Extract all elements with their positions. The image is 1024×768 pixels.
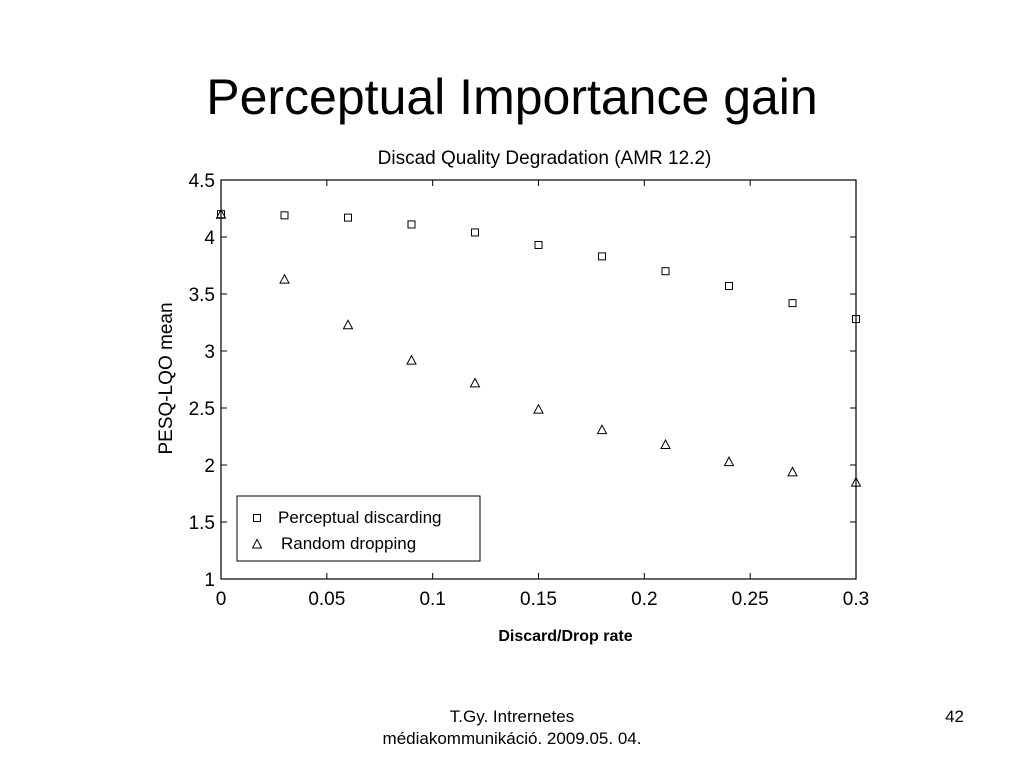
random-point xyxy=(723,456,735,467)
x-tick-label: 0.2 xyxy=(631,589,657,610)
legend-square-marker xyxy=(253,514,261,522)
x-tick-label: 0.25 xyxy=(732,589,769,610)
perceptual-point xyxy=(661,267,670,276)
legend-label-random: Random dropping xyxy=(281,534,416,553)
random-point xyxy=(787,466,798,477)
legend-label-perceptual: Perceptual discarding xyxy=(278,508,441,527)
random-point xyxy=(342,319,354,330)
perceptual-point xyxy=(407,220,416,229)
x-tick-label: 0 xyxy=(216,589,227,610)
footer-text: T.Gy. Intrernetes médiakommunikáció. 200… xyxy=(312,706,712,750)
random-point xyxy=(533,403,544,414)
random-point xyxy=(469,377,481,388)
slide-title: Perceptual Importance gain xyxy=(206,69,818,125)
perceptual-point xyxy=(852,315,860,324)
perceptual-point xyxy=(788,299,797,308)
x-tick-label: 0.1 xyxy=(419,589,445,610)
y-tick-label: 1.5 xyxy=(189,513,215,534)
random-point xyxy=(596,424,608,435)
y-tick-label: 3 xyxy=(204,342,215,363)
y-axis-label: PESQ-LQO mean xyxy=(156,302,177,454)
x-tick-label: 0.05 xyxy=(308,589,345,610)
perceptual-point xyxy=(471,228,479,237)
y-tick-label: 1 xyxy=(204,570,215,591)
random-point xyxy=(660,438,671,449)
y-tick-label: 3.5 xyxy=(189,285,215,306)
perceptual-point xyxy=(725,282,733,291)
x-tick-label: 0.15 xyxy=(520,589,557,610)
random-point xyxy=(406,354,417,365)
perceptual-point xyxy=(598,252,606,261)
x-axis-label: Discard/Drop rate xyxy=(498,628,632,645)
y-tick-label: 4 xyxy=(204,228,215,249)
perceptual-point xyxy=(534,240,543,249)
perceptual-point xyxy=(280,211,289,220)
x-tick-label: 0.3 xyxy=(843,589,869,610)
chart-title: Discad Quality Degradation (AMR 12.2) xyxy=(378,148,712,169)
y-tick-label: 2.5 xyxy=(189,399,215,420)
footer-line-1: T.Gy. Intrernetes xyxy=(449,707,575,726)
legend-box xyxy=(236,495,481,562)
legend-triangle-marker xyxy=(251,538,263,549)
perceptual-point xyxy=(344,213,352,222)
random-point xyxy=(850,476,862,487)
random-point xyxy=(279,273,290,284)
y-tick-label: 4.5 xyxy=(189,171,215,192)
random-point xyxy=(215,208,227,219)
footer-line-2: médiakommunikáció. 2009.05. 04. xyxy=(382,729,642,748)
y-tick-label: 2 xyxy=(204,456,215,477)
page-number: 42 xyxy=(945,707,964,726)
